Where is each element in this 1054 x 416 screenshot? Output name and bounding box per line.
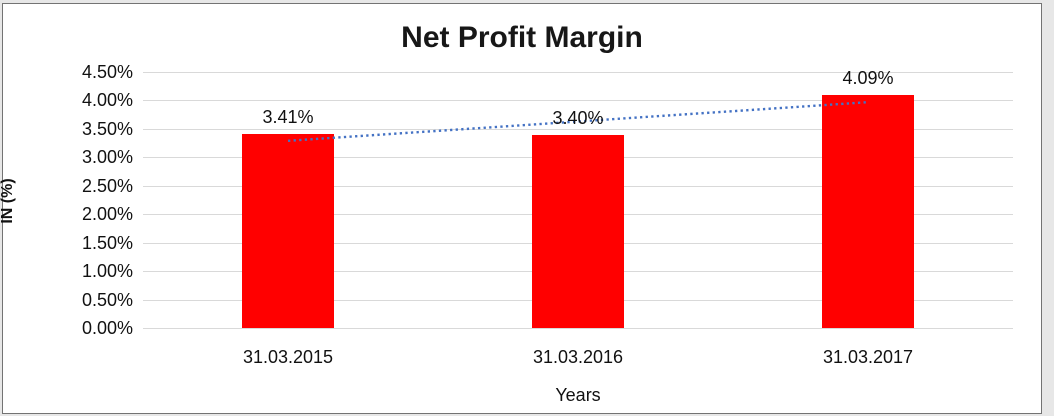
bar-data-label: 4.09% — [842, 68, 894, 89]
y-tick-label: 3.00% — [81, 147, 133, 168]
bar-31.03.2015 — [242, 134, 334, 328]
y-tick-label: 1.50% — [81, 232, 133, 253]
bar-31.03.2017 — [822, 95, 914, 328]
y-tick-label: 4.00% — [81, 90, 133, 111]
x-axis-title: Years — [555, 385, 601, 405]
y-gridline — [143, 328, 1013, 329]
y-tick-label: 2.50% — [81, 175, 133, 196]
y-tick-label: 2.00% — [81, 204, 133, 225]
bar-data-label: 3.41% — [262, 107, 314, 127]
y-tick-label: 1.00% — [81, 261, 133, 282]
x-tick-label: 31.03.2017 — [822, 347, 914, 367]
chart-title: Net Profit Margin — [401, 21, 643, 54]
y-gridline — [143, 100, 1013, 102]
y-tick-label: 3.50% — [81, 118, 133, 139]
chart-frame: Net Profit Margin IN (%) 0.00% 0.50% 1.00%… — [0, 3, 1042, 414]
y-tick-label: 0.50% — [81, 289, 133, 310]
bar-data-label: 3.40% — [552, 107, 604, 128]
bar-31.03.2016 — [532, 134, 624, 328]
y-axis-title: IN (%) — [0, 178, 16, 224]
y-tick-label: 0.00% — [81, 318, 133, 338]
x-tick-label: 31.03.2016 — [532, 347, 624, 367]
x-tick-label: 31.03.2015 — [242, 347, 334, 367]
y-tick-label: 4.50% — [81, 62, 133, 82]
y-gridline — [143, 72, 1013, 73]
